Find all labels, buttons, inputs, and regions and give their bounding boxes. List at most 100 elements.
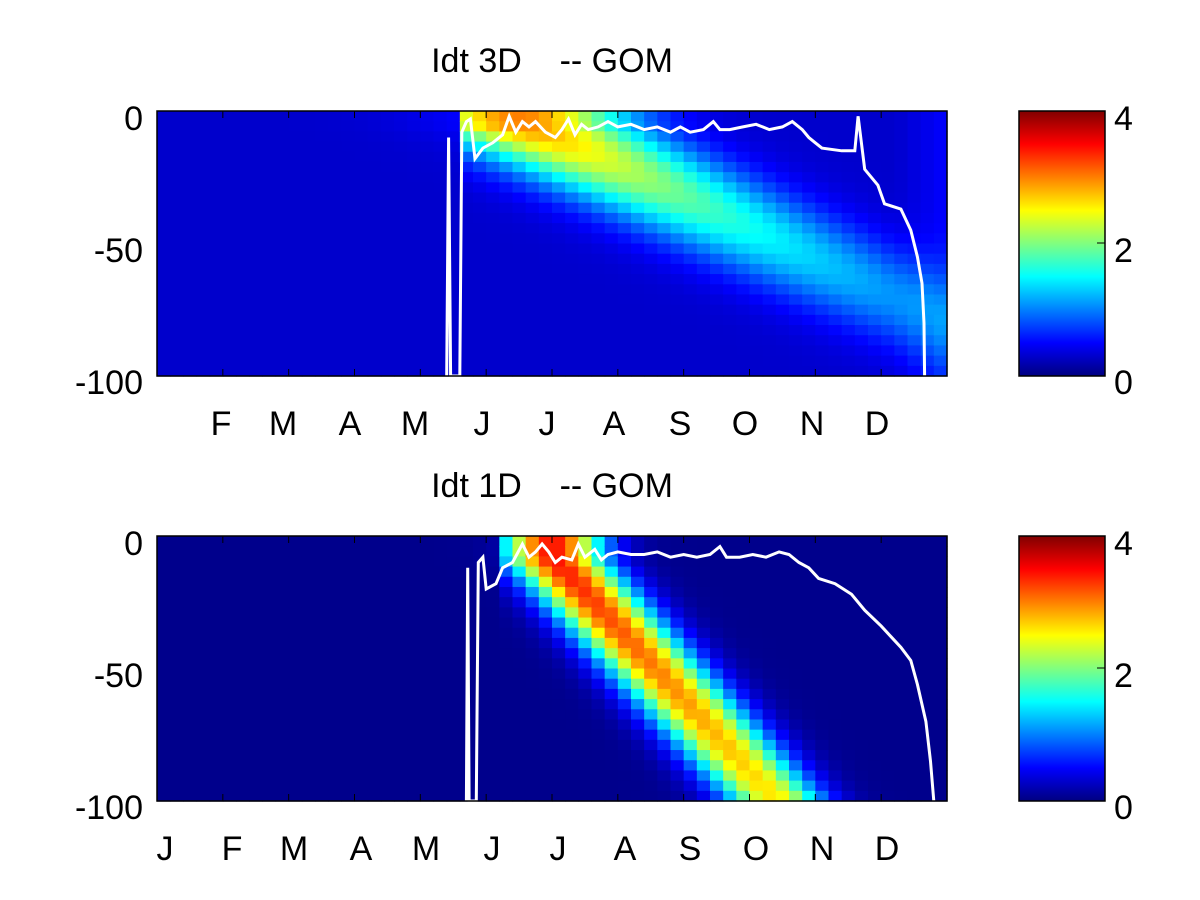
heatmap-cell xyxy=(604,304,619,316)
heatmap-cell xyxy=(881,345,895,357)
heatmap-cell xyxy=(670,546,685,557)
heatmap-cell xyxy=(828,202,843,214)
heatmap-cell xyxy=(315,192,329,204)
heatmap-cell xyxy=(696,658,711,670)
heatmap-cell xyxy=(538,233,553,245)
heatmap-cell xyxy=(275,607,290,619)
heatmap-cell xyxy=(446,699,461,710)
heatmap-cell xyxy=(657,223,672,234)
heatmap-cell xyxy=(275,325,290,336)
heatmap-cell xyxy=(683,294,698,306)
heatmap-cell xyxy=(499,688,514,700)
heatmap-cell xyxy=(578,546,593,557)
heatmap-cell xyxy=(815,335,830,347)
heatmap-cell xyxy=(881,617,895,629)
heatmap-cell xyxy=(288,294,303,306)
heatmap-cell xyxy=(446,556,461,568)
heatmap-cell xyxy=(710,263,724,275)
heatmap-cell xyxy=(420,790,435,802)
heatmap-cell xyxy=(196,131,211,143)
heatmap-cell xyxy=(222,345,237,357)
heatmap-cell xyxy=(868,161,882,173)
heatmap-cell xyxy=(486,121,500,132)
heatmap-cell xyxy=(288,172,303,183)
heatmap-cell xyxy=(236,355,250,367)
heatmap-cell xyxy=(209,151,224,163)
heatmap-cell xyxy=(631,709,645,721)
heatmap-cell xyxy=(591,566,606,578)
heatmap-cell xyxy=(789,172,803,183)
heatmap-cell xyxy=(209,212,224,224)
heatmap-cell xyxy=(578,212,593,224)
heatmap-cell xyxy=(854,182,869,194)
heatmap-cell xyxy=(710,182,724,194)
heatmap-cell xyxy=(367,760,382,772)
heatmap-cell xyxy=(473,780,487,792)
heatmap-cell xyxy=(552,151,566,163)
heatmap-cell xyxy=(789,709,803,721)
heatmap-cell xyxy=(657,345,672,357)
heatmap-cell xyxy=(591,739,606,751)
heatmap-cell xyxy=(868,648,882,659)
heatmap-cell xyxy=(354,212,369,224)
heatmap-cell xyxy=(275,790,290,802)
heatmap-cell xyxy=(710,637,724,649)
heatmap-cell xyxy=(473,546,487,557)
heatmap-cell xyxy=(525,233,540,245)
heatmap-cell xyxy=(920,597,935,608)
heatmap-cell xyxy=(591,182,606,194)
heatmap-cell xyxy=(249,161,263,173)
heatmap-cell xyxy=(170,284,184,296)
heatmap-cell xyxy=(354,141,369,153)
heatmap-cell xyxy=(525,760,540,772)
heatmap-cell xyxy=(604,719,619,731)
heatmap-cell xyxy=(775,172,790,183)
heatmap-cell xyxy=(631,212,645,224)
heatmap-cell xyxy=(209,314,224,326)
heatmap-cell xyxy=(907,760,922,772)
heatmap-cell xyxy=(538,546,553,557)
heatmap-cell xyxy=(196,294,211,306)
heatmap-cell xyxy=(407,223,421,234)
heatmap-cell xyxy=(354,637,369,649)
heatmap-cell xyxy=(578,709,593,721)
heatmap-cell xyxy=(249,770,263,782)
heatmap-cell xyxy=(789,750,803,761)
heatmap-cell xyxy=(525,709,540,721)
heatmap-cell xyxy=(209,182,224,194)
heatmap-cell xyxy=(538,182,553,194)
heatmap-cell xyxy=(249,607,263,619)
heatmap-cell xyxy=(249,141,263,153)
heatmap-cell xyxy=(249,355,263,367)
heatmap-cell xyxy=(670,607,685,619)
heatmap-cell xyxy=(815,365,830,377)
heatmap-cell xyxy=(749,637,764,649)
heatmap-cell xyxy=(380,161,395,173)
heatmap-cell xyxy=(341,294,356,306)
heatmap-cell xyxy=(420,739,435,751)
heatmap-cell xyxy=(670,335,685,347)
heatmap-cell xyxy=(868,121,882,132)
heatmap-cell xyxy=(723,172,737,183)
heatmap-cell xyxy=(209,284,224,296)
heatmap-cell xyxy=(420,709,435,721)
heatmap-cell xyxy=(894,141,909,153)
heatmap-cell xyxy=(749,202,764,214)
heatmap-cell xyxy=(236,780,250,792)
heatmap-cell xyxy=(670,668,685,680)
heatmap-cell xyxy=(473,233,487,245)
heatmap-cell xyxy=(617,263,632,275)
heatmap-cell xyxy=(920,648,935,659)
heatmap-cell xyxy=(552,688,566,700)
heatmap-cell xyxy=(868,243,882,255)
heatmap-cell xyxy=(209,790,224,802)
heatmap-cell xyxy=(196,770,211,782)
heatmap-cell xyxy=(933,709,948,721)
heatmap-cell xyxy=(617,314,632,326)
panel-top-x-tick-label: F xyxy=(211,405,232,443)
heatmap-cell xyxy=(657,335,672,347)
heatmap-cell xyxy=(367,627,382,639)
panel-bottom-x-tick-marks xyxy=(222,536,882,801)
heatmap-cell xyxy=(249,637,263,649)
heatmap-cell xyxy=(222,212,237,224)
